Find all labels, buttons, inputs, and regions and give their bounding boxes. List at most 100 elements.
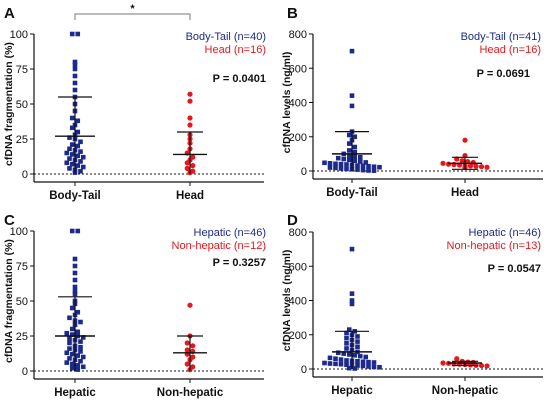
data-point (363, 160, 369, 165)
data-point (80, 364, 86, 370)
panel-letter: C (4, 212, 15, 229)
y-tick-label: 600 (289, 63, 307, 75)
data-point (327, 355, 333, 361)
data-point (69, 228, 75, 234)
data-point (344, 335, 349, 341)
y-tick-label: 50 (16, 99, 28, 111)
x-tick-label: Hepatic (54, 387, 96, 399)
data-point (184, 340, 190, 346)
data-point (80, 154, 86, 160)
y-tick-label: 75 (16, 64, 28, 76)
data-point (355, 344, 360, 350)
y-tick-label: 400 (289, 296, 307, 308)
data-point (338, 357, 344, 362)
data-point (478, 362, 485, 369)
data-point (360, 163, 366, 169)
p-value: P = 0.0547 (488, 263, 541, 275)
data-point (67, 135, 72, 140)
data-point (346, 141, 352, 146)
data-point (67, 146, 72, 152)
data-point (322, 360, 327, 366)
data-point (346, 327, 352, 332)
y-tick-label: 100 (10, 29, 28, 41)
data-point (377, 164, 382, 170)
x-tick-label: Head (451, 187, 479, 199)
data-point (333, 356, 338, 362)
data-point (190, 163, 196, 169)
data-point (357, 353, 363, 359)
x-tick-label: Head (176, 190, 204, 202)
data-point (349, 298, 355, 303)
data-point (78, 339, 83, 344)
data-point (72, 59, 78, 65)
data-point (67, 336, 72, 342)
data-point (75, 363, 81, 368)
data-point (349, 301, 355, 307)
data-point (69, 332, 75, 337)
data-point (72, 270, 78, 276)
data-point (75, 153, 81, 159)
x-tick-label: Body-Tail (326, 187, 378, 199)
data-point (67, 156, 72, 161)
data-point (344, 162, 349, 167)
data-point (355, 363, 360, 368)
data-point (357, 155, 363, 160)
data-point (333, 161, 338, 167)
panel-D: D 0 200 400 600 800 cfDNA levels (ng/ml) Hepati… (281, 212, 543, 397)
data-point (484, 164, 490, 170)
data-point (344, 166, 349, 172)
panel-letter: D (287, 212, 298, 229)
data-point (346, 153, 352, 158)
data-point (75, 367, 81, 372)
data-point (78, 149, 83, 154)
data-point (352, 366, 358, 371)
y-axis-label: cfDNA levels (ng/ml) (281, 52, 293, 154)
y-tick-label: 600 (289, 261, 307, 273)
y-tick-label: 800 (289, 29, 307, 41)
y-axis-label: cfDNA fragmentation (%) (3, 42, 15, 166)
data-point (78, 349, 83, 354)
data-point (346, 132, 352, 138)
data-point (69, 142, 75, 147)
data-point (187, 91, 193, 97)
data-point (67, 340, 72, 346)
legend-entry-1: Hepatic (n=46) (469, 227, 541, 239)
legend-entry-1: Body-Tail (n=41) (461, 31, 541, 43)
data-point (327, 361, 333, 366)
data-point (69, 115, 75, 121)
data-point (75, 309, 81, 315)
data-point (75, 31, 81, 37)
y-tick-label: 0 (22, 169, 28, 181)
significance-star: * (130, 3, 135, 15)
data-point (75, 129, 81, 135)
data-point (346, 157, 352, 163)
data-point (80, 354, 86, 360)
data-point (64, 360, 70, 365)
data-point (344, 362, 349, 368)
data-point (184, 361, 190, 367)
data-point (360, 363, 366, 369)
data-point (338, 161, 344, 167)
legend-entry-2: Head (n=16) (205, 44, 266, 56)
legend-entry-1: Hepatic (n=46) (194, 227, 266, 239)
legend-entry-2: Head (n=16) (480, 44, 541, 56)
data-point (187, 115, 193, 121)
data-point (352, 353, 358, 358)
data-point (72, 256, 78, 262)
data-point (72, 66, 78, 72)
data-point (338, 166, 344, 171)
data-point (72, 288, 78, 294)
data-point (484, 363, 490, 369)
y-tick-label: 400 (289, 98, 307, 110)
x-tick-label: Non-hepatic (157, 387, 224, 399)
x-tick-label: Non-hepatic (432, 385, 499, 397)
data-point (64, 330, 70, 336)
data-point (184, 160, 190, 166)
data-point (360, 359, 366, 365)
data-point (349, 291, 355, 296)
panel-B: B 0 200 400 600 800 cfDNA levels (ng/ml) Body-T… (281, 5, 543, 199)
data-point (78, 319, 83, 325)
data-point (69, 305, 75, 311)
data-point (187, 302, 193, 308)
